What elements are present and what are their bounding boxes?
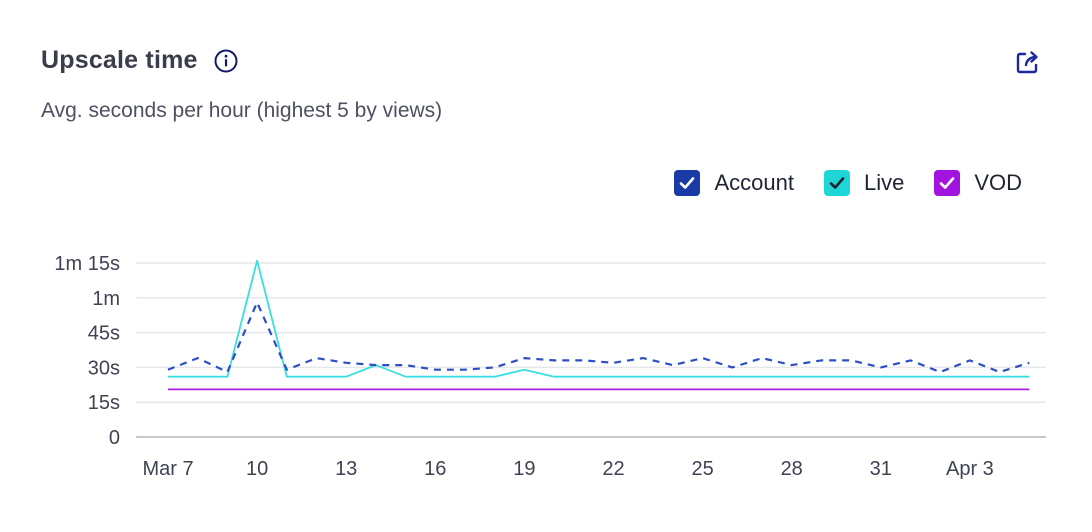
checkmark-icon: [680, 177, 695, 189]
x-tick-label: 25: [691, 458, 713, 480]
legend-checkbox-live[interactable]: [823, 170, 850, 196]
series-line-live: [168, 259, 1030, 378]
info-icon[interactable]: [214, 49, 238, 73]
x-tick-label: 22: [602, 458, 624, 480]
legend-item-live[interactable]: Live: [823, 170, 905, 196]
x-tick-label: 31: [870, 458, 892, 480]
x-tick-label: Apr 3: [946, 458, 994, 480]
legend-label-vod: VOD: [974, 170, 1022, 195]
x-tick-label: 28: [781, 458, 803, 480]
y-tick-label: 45s: [88, 323, 120, 345]
legend-label-live: Live: [863, 170, 905, 195]
y-tick-label: 0: [109, 427, 120, 449]
export-icon[interactable]: [1014, 48, 1042, 76]
y-tick-label: 1m: [92, 288, 120, 310]
x-tick-label: Mar 7: [142, 458, 193, 480]
checkmark-icon: [829, 177, 845, 189]
legend-label-account: Account: [714, 170, 794, 195]
chart-subtitle: Avg. seconds per hour (highest 5 by view…: [41, 99, 443, 122]
x-tick-label: 19: [513, 458, 535, 480]
legend-item-vod[interactable]: VOD: [934, 170, 1022, 196]
x-tick-label: 13: [335, 458, 357, 480]
chart-header: Upscale time: [41, 46, 238, 75]
series-line-account: [167, 301, 1030, 374]
chart-title: Upscale time: [41, 46, 198, 74]
y-tick-label: 30s: [88, 357, 120, 379]
legend-checkbox-account[interactable]: [674, 170, 701, 196]
checkmark-icon: [940, 177, 955, 189]
y-tick-label: 1m 15s: [54, 253, 120, 275]
legend-item-account[interactable]: Account: [674, 170, 794, 196]
legend-checkbox-vod[interactable]: [934, 170, 961, 196]
chart-legend: Account Live VOD: [644, 170, 1022, 196]
y-tick-label: 15s: [88, 392, 120, 414]
x-tick-label: 16: [424, 458, 446, 480]
x-tick-label: 10: [246, 458, 268, 480]
